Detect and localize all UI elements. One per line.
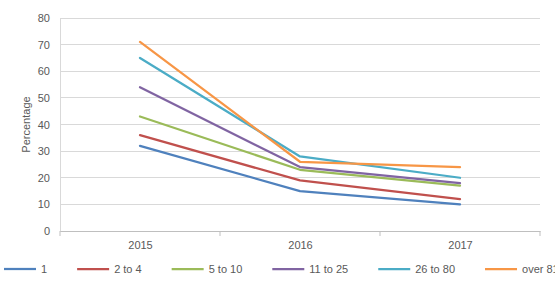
legend-entry: 26 to 80: [378, 263, 455, 275]
legend-label: 2 to 4: [114, 263, 142, 275]
y-tick-label: 0: [44, 225, 50, 237]
legend-entry: 1: [4, 263, 47, 275]
category-dividers: [60, 231, 540, 236]
legend-swatch: [77, 268, 109, 270]
grid-line: [60, 18, 540, 19]
series-line: [140, 58, 460, 178]
category-divider: [220, 231, 221, 236]
y-axis: 0 10 20 30 40 50 60 70 80: [38, 12, 61, 237]
lines: [140, 42, 460, 204]
plot-area: 0 10 20 30 40 50 60 70 80 2015 2016 2017: [38, 12, 541, 251]
legend-swatch: [172, 268, 204, 270]
chart: 0 10 20 30 40 50 60 70 80 2015 2016 2017 Percentage 1…: [0, 0, 555, 286]
category-divider: [380, 231, 381, 236]
legend-entry: 5 to 10: [172, 263, 243, 275]
y-tick: 20: [38, 172, 60, 184]
x-tick-label: 2016: [288, 239, 312, 251]
x-tick: 2016: [288, 231, 312, 251]
x-axis-line: [61, 231, 541, 232]
y-tick-label: 30: [38, 145, 50, 157]
grid-line: [60, 97, 540, 98]
category-divider: [540, 231, 541, 236]
y-tick: 0: [44, 225, 60, 237]
legend-entry: 2 to 4: [77, 263, 142, 275]
legend-label: 1: [41, 263, 47, 275]
y-tick-label: 10: [38, 198, 50, 210]
legend-swatch: [272, 268, 304, 270]
grid-line: [60, 177, 540, 178]
y-tick: 10: [38, 198, 60, 210]
y-tick: 60: [38, 65, 60, 77]
x-axis: 2015 2016 2017: [60, 231, 541, 251]
series-line: [140, 87, 460, 183]
y-tick-label: 50: [38, 92, 50, 104]
y-axis-title: Percentage: [20, 96, 32, 152]
y-tick-label: 80: [38, 12, 50, 24]
legend-label: over 81: [522, 263, 555, 275]
legend-entry: 11 to 25: [272, 263, 348, 275]
series-line: [140, 42, 460, 167]
y-tick: 30: [38, 145, 60, 157]
grid-line: [60, 124, 540, 125]
series-line: [140, 146, 460, 205]
legend-label: 26 to 80: [415, 263, 455, 275]
y-tick: 70: [38, 39, 60, 51]
category-divider: [60, 231, 61, 236]
legend-swatch: [4, 268, 36, 270]
grid-line: [60, 71, 540, 72]
legend-swatch: [378, 268, 410, 270]
x-tick-label: 2015: [128, 239, 152, 251]
y-tick: 80: [38, 12, 60, 24]
grid-line: [60, 151, 540, 152]
y-tick-label: 70: [38, 39, 50, 51]
legend-label: 11 to 25: [309, 263, 348, 275]
y-tick-label: 20: [38, 172, 50, 184]
legend-label: 5 to 10: [209, 263, 243, 275]
y-tick-label: 60: [38, 65, 50, 77]
legend: 1 2 to 4 5 to 10 11 to 25 26 to 80 over 81: [4, 263, 555, 275]
grid-line: [60, 44, 540, 45]
x-tick: 2015: [128, 231, 152, 251]
grid-line: [60, 231, 540, 232]
x-tick: 2017: [448, 231, 472, 251]
y-axis-line: [60, 19, 61, 232]
y-tick: 50: [38, 92, 60, 104]
grid-line: [60, 204, 540, 205]
y-tick-label: 40: [38, 119, 50, 131]
grid: [60, 18, 540, 231]
x-tick-label: 2017: [448, 239, 472, 251]
y-tick: 40: [38, 119, 60, 131]
legend-entry: over 81: [485, 263, 555, 275]
legend-swatch: [485, 268, 517, 270]
series-line: [140, 117, 460, 186]
